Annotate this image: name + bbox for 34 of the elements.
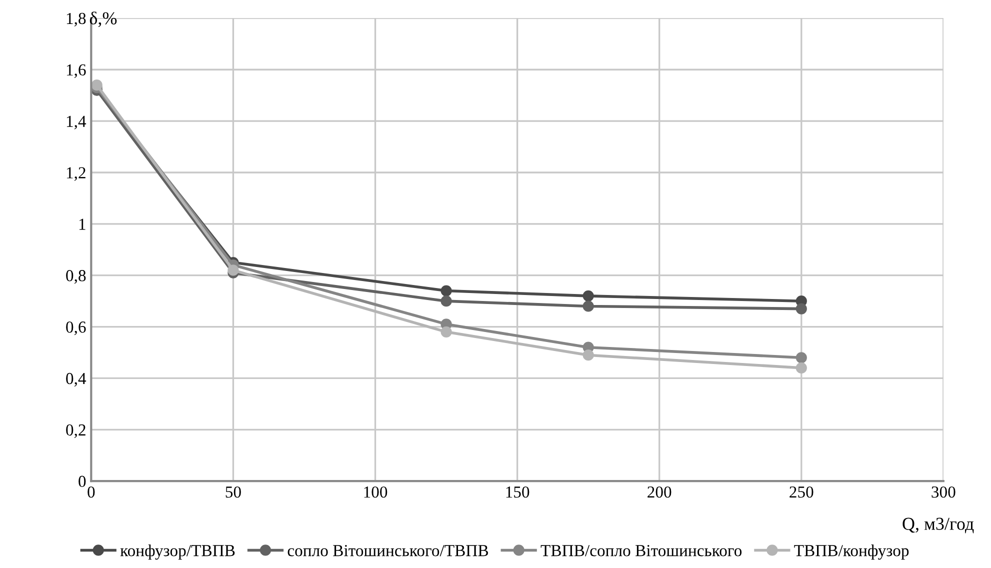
point (440, 285, 452, 296)
point (796, 352, 807, 364)
point (91, 79, 102, 91)
x-tick-label: 300 (932, 486, 956, 498)
point (228, 264, 239, 276)
point (582, 350, 594, 361)
y-tick-label: 1 (79, 218, 86, 230)
point (582, 290, 594, 302)
x-tick-label: 0 (88, 486, 95, 498)
legend-label: сопло Вітошинського/ТВПВ (288, 545, 488, 556)
y-tick-label: 0,8 (66, 270, 86, 284)
point (582, 300, 594, 312)
x-axis-title: Q, м3/год (902, 518, 974, 534)
y-tick-label: 1,4 (66, 116, 86, 130)
point (796, 303, 807, 314)
legend-label: ТВПВ/конфузор (794, 544, 909, 560)
y-tick-label: 0,2 (66, 424, 86, 438)
point (440, 326, 452, 338)
y-tick-label: 0,4 (66, 372, 86, 387)
legend-label: ТВПВ/сопло Вітошинського (540, 545, 742, 556)
x-tick-label: 250 (790, 486, 814, 498)
point (796, 362, 807, 374)
x-tick-label: 100 (364, 486, 388, 498)
y-tick-label: 1,6 (66, 64, 86, 78)
y-tick-label: 0 (78, 476, 86, 488)
y-tick-label: 1,8 (66, 12, 86, 27)
y-axis-title: δ,% (90, 12, 117, 27)
y-tick-label: 1,2 (66, 167, 86, 181)
x-tick-label: 50 (226, 486, 241, 498)
y-tick-label: 0,6 (66, 321, 86, 336)
point (440, 296, 452, 307)
x-tick-label: 150 (506, 486, 530, 498)
x-tick-label: 200 (648, 486, 672, 498)
legend-label: конфузор/ТВПВ (120, 544, 235, 560)
